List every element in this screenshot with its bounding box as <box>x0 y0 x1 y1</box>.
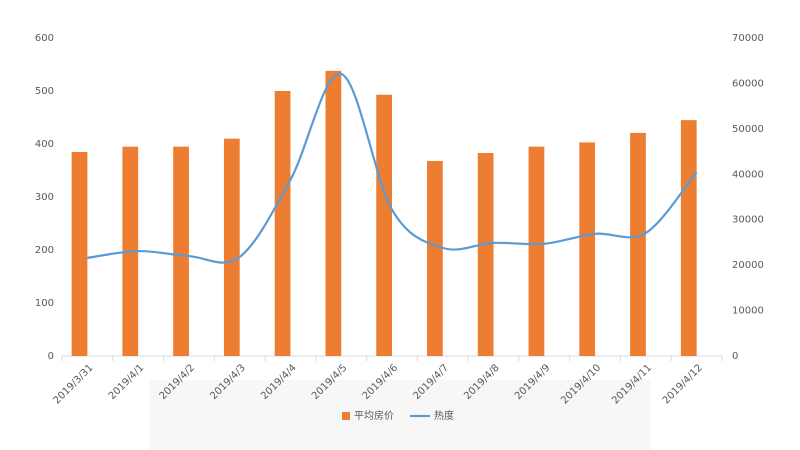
bar <box>173 146 189 356</box>
y2-tick-label: 40000 <box>732 169 764 180</box>
y-tick-label: 100 <box>35 298 54 309</box>
y-tick-label: 300 <box>35 192 54 203</box>
y-tick-label: 600 <box>35 33 54 44</box>
line <box>87 72 698 264</box>
legend-label: 热度 <box>434 409 454 422</box>
y2-tick-label: 30000 <box>732 215 764 226</box>
x-tick-label: 2019/3/31 <box>52 362 96 406</box>
bar <box>579 142 596 356</box>
bar <box>71 151 88 356</box>
legend-swatch <box>342 412 350 420</box>
bar <box>680 120 697 357</box>
y2-tick-label: 20000 <box>732 260 764 271</box>
legend-label: 平均房价 <box>354 409 394 422</box>
y2-tick-label: 70000 <box>732 33 764 44</box>
bar <box>477 153 494 356</box>
bar <box>274 91 291 356</box>
bar <box>376 94 392 357</box>
backdrop <box>150 380 650 450</box>
y-tick-label: 200 <box>35 245 54 256</box>
bar <box>325 70 342 357</box>
y2-tick-label: 0 <box>732 351 738 362</box>
y-tick-label: 500 <box>35 86 54 97</box>
y2-tick-label: 50000 <box>732 124 764 135</box>
x-tick-label: 2019/4/12 <box>661 362 705 406</box>
bar <box>630 132 646 356</box>
y-tick-label: 0 <box>48 351 54 362</box>
bar <box>528 146 545 356</box>
bar <box>427 160 443 356</box>
bar <box>223 138 240 356</box>
y-tick-label: 400 <box>35 139 54 150</box>
x-tick-label: 2019/4/1 <box>107 362 147 402</box>
y2-tick-label: 60000 <box>732 78 764 89</box>
y2-tick-label: 10000 <box>732 306 764 317</box>
